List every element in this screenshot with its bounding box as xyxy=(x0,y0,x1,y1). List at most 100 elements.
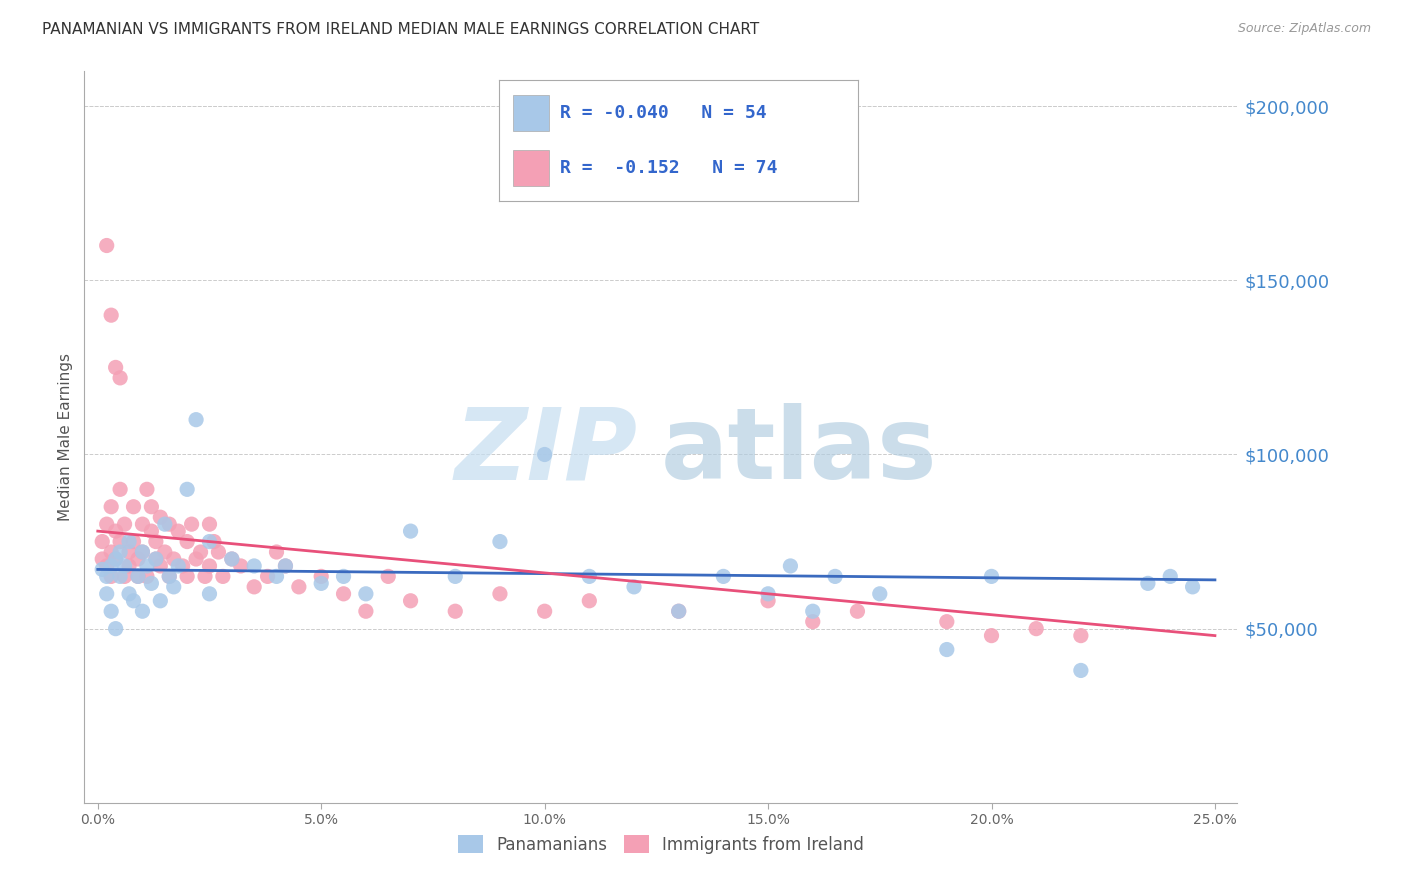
Point xyxy=(100,558,122,573)
Point xyxy=(118,545,141,559)
Point xyxy=(332,587,354,601)
Point xyxy=(145,552,167,566)
Legend: Panamanians, Immigrants from Ireland: Panamanians, Immigrants from Ireland xyxy=(451,829,870,860)
Text: Source: ZipAtlas.com: Source: ZipAtlas.com xyxy=(1237,22,1371,36)
Point xyxy=(176,483,198,497)
Point xyxy=(100,545,122,559)
Point xyxy=(145,552,167,566)
Point xyxy=(167,524,190,538)
Point xyxy=(221,552,243,566)
Point xyxy=(1070,664,1092,678)
Point xyxy=(266,545,288,559)
Point xyxy=(198,534,221,549)
Point xyxy=(157,569,180,583)
Point xyxy=(274,558,297,573)
Point xyxy=(801,604,824,618)
Point xyxy=(1136,576,1159,591)
Point xyxy=(135,558,157,573)
Point xyxy=(869,587,891,601)
Point xyxy=(172,558,194,573)
Point xyxy=(274,558,297,573)
Point xyxy=(399,524,422,538)
Point xyxy=(190,545,212,559)
Point xyxy=(198,517,221,532)
Point xyxy=(91,562,114,576)
Point xyxy=(202,534,225,549)
Point xyxy=(198,587,221,601)
Point xyxy=(980,629,1002,643)
Point xyxy=(108,483,131,497)
Point xyxy=(176,569,198,583)
Point xyxy=(104,360,127,375)
Point xyxy=(163,580,186,594)
Point xyxy=(711,569,734,583)
Point xyxy=(935,642,957,657)
Point xyxy=(153,517,176,532)
Point xyxy=(578,594,600,608)
Point xyxy=(104,524,127,538)
Point xyxy=(533,448,555,462)
Point xyxy=(149,558,172,573)
Point xyxy=(149,594,172,608)
Point xyxy=(1070,629,1092,643)
Text: R =  -0.152   N = 74: R = -0.152 N = 74 xyxy=(560,159,778,178)
Point xyxy=(100,569,122,583)
Point xyxy=(100,604,122,618)
Point xyxy=(243,580,266,594)
Point xyxy=(256,569,278,583)
Point xyxy=(266,569,288,583)
Point xyxy=(332,569,354,583)
Text: PANAMANIAN VS IMMIGRANTS FROM IRELAND MEDIAN MALE EARNINGS CORRELATION CHART: PANAMANIAN VS IMMIGRANTS FROM IRELAND ME… xyxy=(42,22,759,37)
Point xyxy=(212,569,235,583)
Point xyxy=(114,558,136,573)
Point xyxy=(108,371,131,385)
Point xyxy=(104,622,127,636)
Point xyxy=(157,569,180,583)
Point xyxy=(198,558,221,573)
Point xyxy=(118,534,141,549)
Point xyxy=(108,569,131,583)
Point xyxy=(623,580,645,594)
Point xyxy=(377,569,399,583)
Point xyxy=(131,517,153,532)
Point xyxy=(108,545,131,559)
Point xyxy=(243,558,266,573)
Point xyxy=(444,569,467,583)
Point xyxy=(127,569,149,583)
Point xyxy=(578,569,600,583)
Point xyxy=(309,569,332,583)
Point xyxy=(288,580,311,594)
Point xyxy=(108,534,131,549)
Bar xyxy=(513,150,550,186)
Point xyxy=(96,569,118,583)
Point xyxy=(221,552,243,566)
Point xyxy=(157,517,180,532)
Point xyxy=(1159,569,1181,583)
Point xyxy=(141,576,163,591)
Bar xyxy=(513,95,550,131)
Point xyxy=(309,576,332,591)
Point xyxy=(668,604,690,618)
Point xyxy=(163,552,186,566)
Point xyxy=(668,604,690,618)
Point xyxy=(100,500,122,514)
Point xyxy=(104,552,127,566)
Point xyxy=(96,517,118,532)
Point xyxy=(135,483,157,497)
Point xyxy=(354,604,377,618)
Point xyxy=(96,558,118,573)
Point xyxy=(91,552,114,566)
Point xyxy=(118,587,141,601)
Point xyxy=(980,569,1002,583)
Point xyxy=(935,615,957,629)
Point xyxy=(131,604,153,618)
Point xyxy=(194,569,217,583)
Point xyxy=(1025,622,1047,636)
Text: R = -0.040   N = 54: R = -0.040 N = 54 xyxy=(560,103,766,122)
Point xyxy=(149,510,172,524)
Point xyxy=(131,545,153,559)
Point xyxy=(127,569,149,583)
Point xyxy=(167,558,190,573)
Point xyxy=(104,552,127,566)
Point xyxy=(153,545,176,559)
